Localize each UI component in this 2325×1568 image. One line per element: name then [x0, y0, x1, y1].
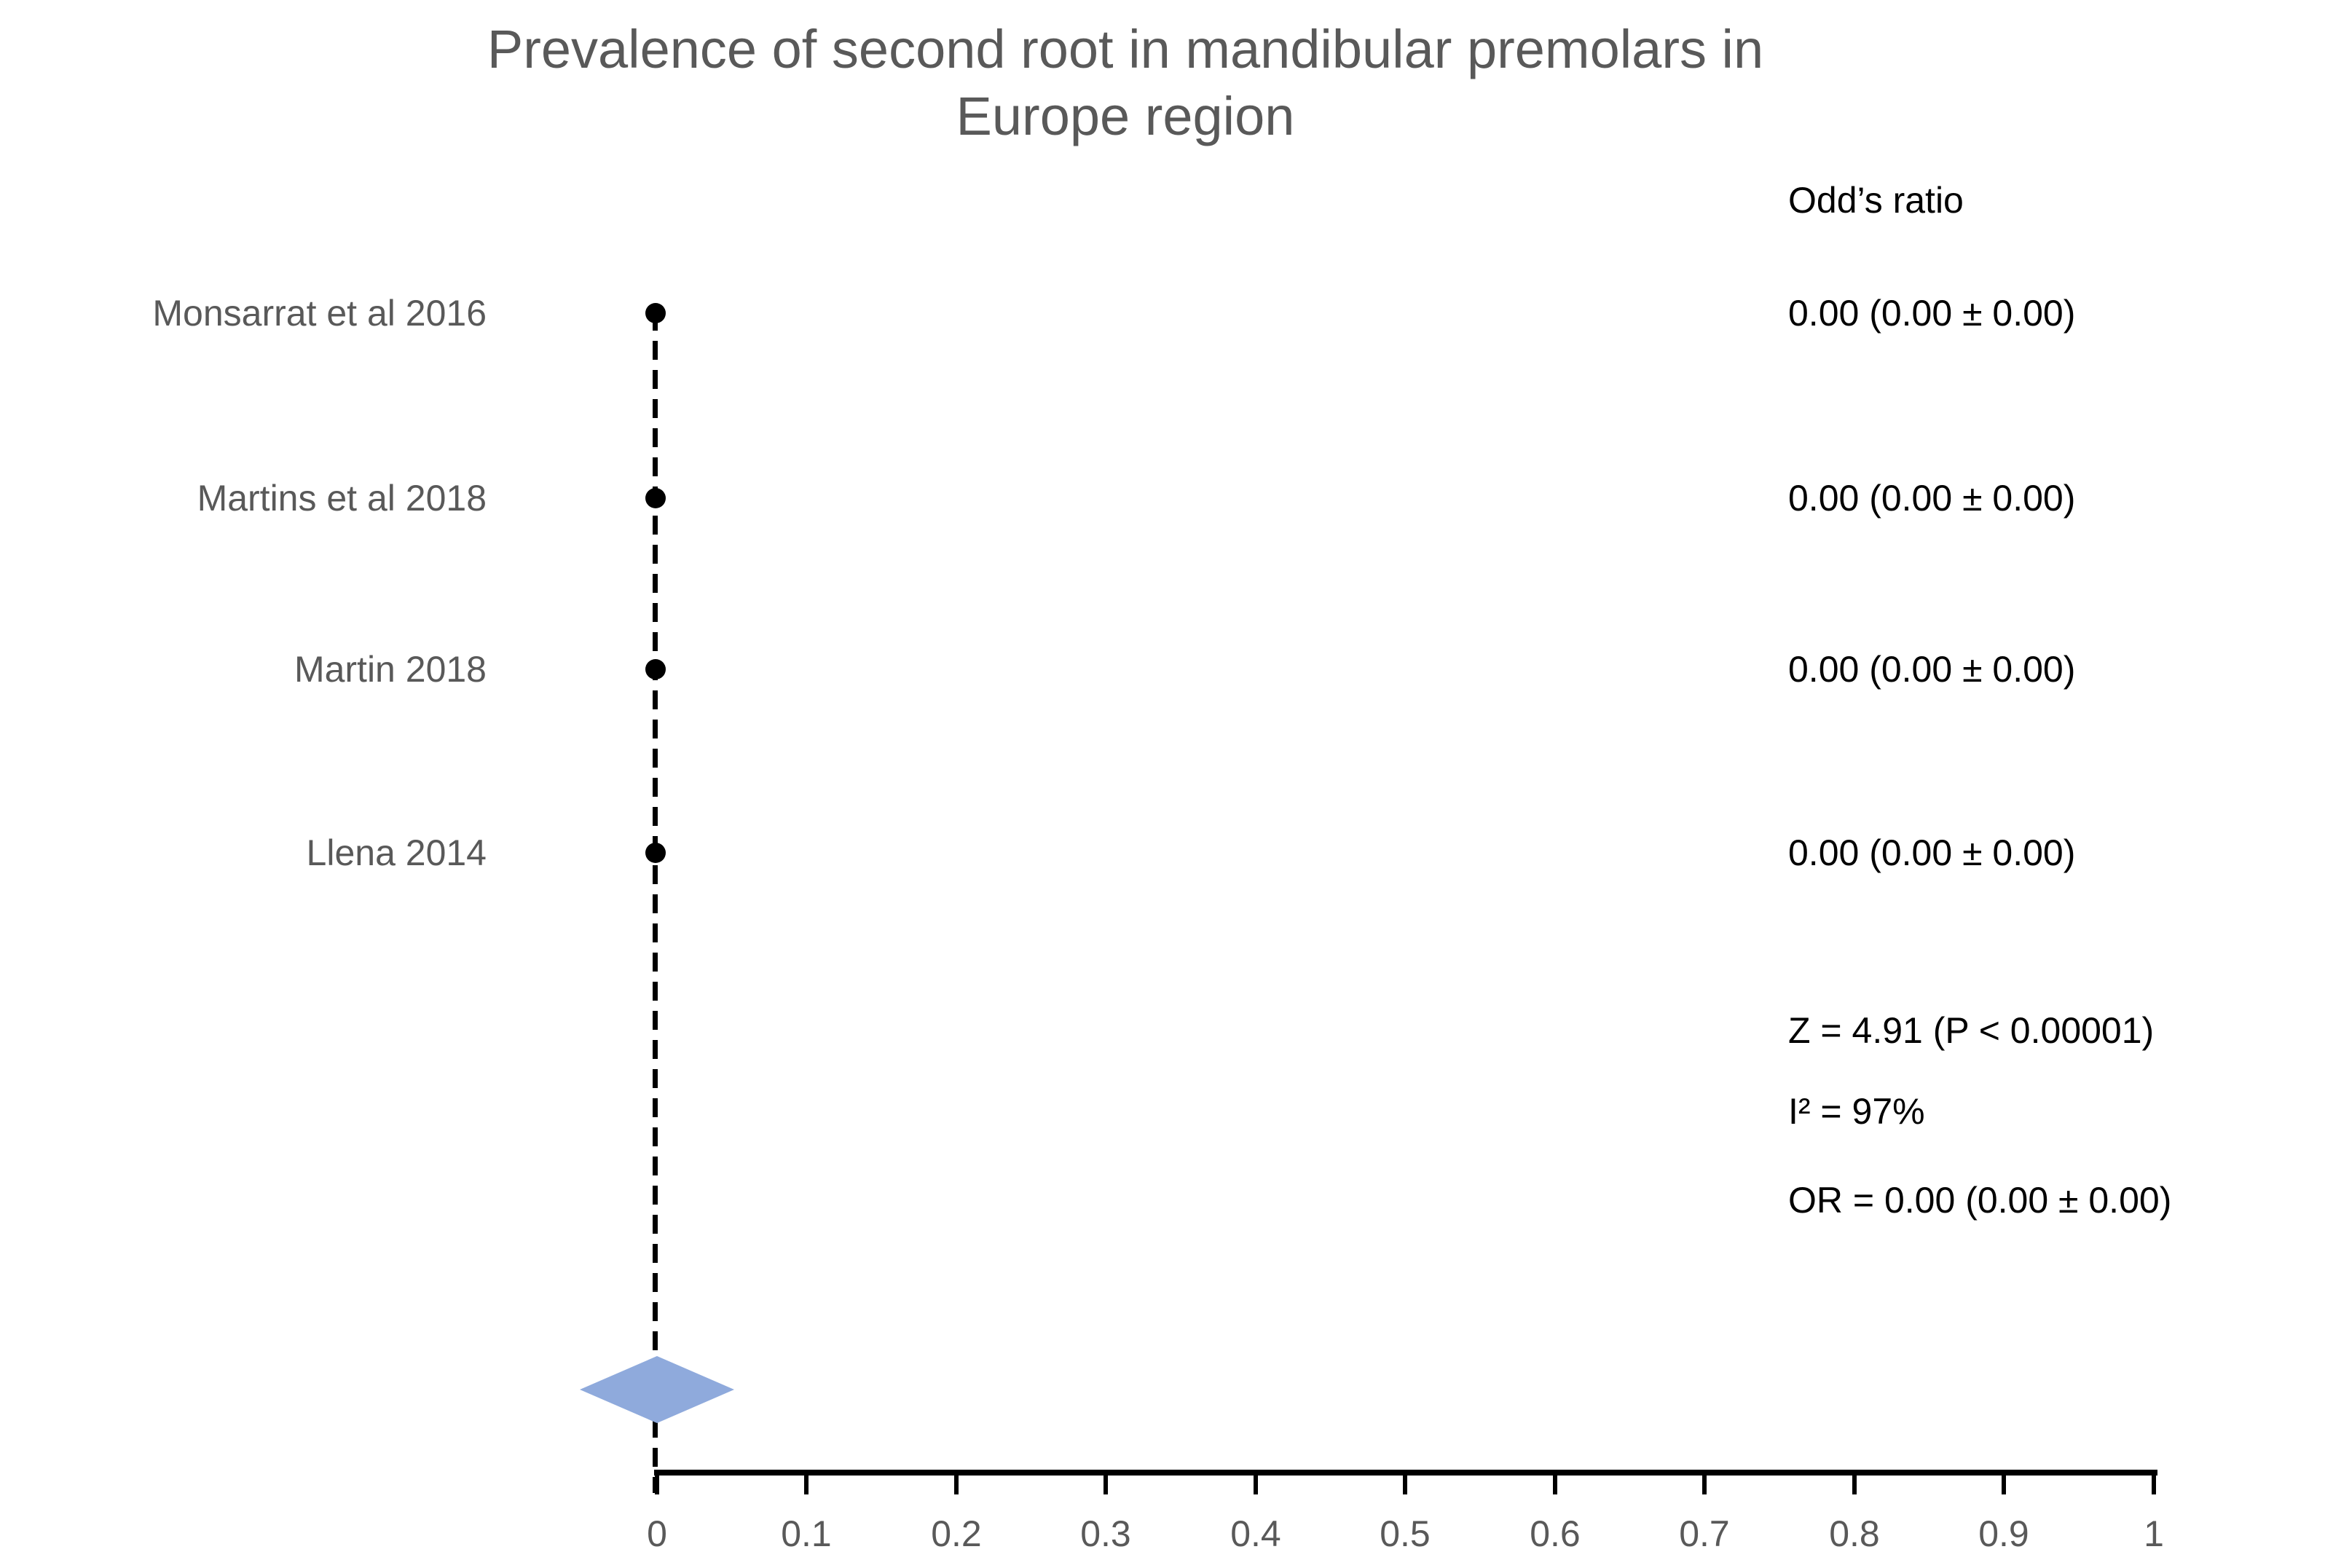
zero-reference-dashed-line [653, 312, 658, 1493]
study-point-marker [645, 303, 666, 323]
x-axis-tick-label: 1 [2144, 1513, 2164, 1554]
study-point-marker [645, 843, 666, 863]
x-axis-tick-label: 0.9 [1978, 1513, 2029, 1554]
odds-ratio-column-header: Odd’s ratio [1788, 180, 1964, 221]
x-axis-tick-label: 0.3 [1080, 1513, 1131, 1554]
study-label-monsarrat-2016: Monsarrat et al 2016 [152, 293, 487, 334]
odds-ratio-value: 0.00 (0.00 ± 0.00) [1788, 649, 2076, 690]
x-axis-tick [1254, 1476, 1258, 1494]
x-axis-tick [1403, 1476, 1407, 1494]
x-axis-tick-label: 0.6 [1530, 1513, 1581, 1554]
x-axis-tick-label: 0.7 [1679, 1513, 1730, 1554]
odds-ratio-value: 0.00 (0.00 ± 0.00) [1788, 293, 2076, 334]
x-axis-tick [2152, 1476, 2156, 1494]
x-axis-tick [804, 1476, 809, 1494]
chart-title: Prevalence of second root in mandibular … [0, 16, 2251, 150]
pooled-estimate-diamond [580, 1356, 734, 1423]
x-axis-tick-label: 0.4 [1230, 1513, 1281, 1554]
chart-title-line1: Prevalence of second root in mandibular … [487, 19, 1764, 79]
study-label-martins-2018: Martins et al 2018 [197, 478, 487, 519]
study-point-marker [645, 659, 666, 679]
study-label-martin-2018: Martin 2018 [294, 649, 487, 690]
study-point-marker [645, 488, 666, 508]
x-axis-tick [2002, 1476, 2006, 1494]
odds-ratio-value: 0.00 (0.00 ± 0.00) [1788, 832, 2076, 873]
x-axis-tick [1553, 1476, 1557, 1494]
x-axis-line [654, 1470, 2157, 1476]
x-axis-tick-label: 0.2 [931, 1513, 982, 1554]
odds-ratio-value: 0.00 (0.00 ± 0.00) [1788, 478, 2076, 519]
chart-title-line2: Europe region [956, 86, 1295, 146]
stat-z-score: Z = 4.91 (P < 0.00001) [1788, 1010, 2155, 1051]
x-axis-tick-label: 0.5 [1380, 1513, 1431, 1554]
x-axis-tick [1104, 1476, 1108, 1494]
x-axis-tick-label: 0.8 [1829, 1513, 1880, 1554]
stat-i-squared: I² = 97% [1788, 1091, 1925, 1132]
x-axis-tick [655, 1476, 659, 1494]
x-axis-tick [1852, 1476, 1857, 1494]
x-axis-tick-label: 0.1 [781, 1513, 832, 1554]
x-axis-tick [954, 1476, 959, 1494]
stat-pooled-or: OR = 0.00 (0.00 ± 0.00) [1788, 1180, 2172, 1221]
x-axis-tick [1702, 1476, 1707, 1494]
study-label-llena-2014: Llena 2014 [306, 832, 487, 873]
x-axis-tick-label: 0 [647, 1513, 667, 1554]
